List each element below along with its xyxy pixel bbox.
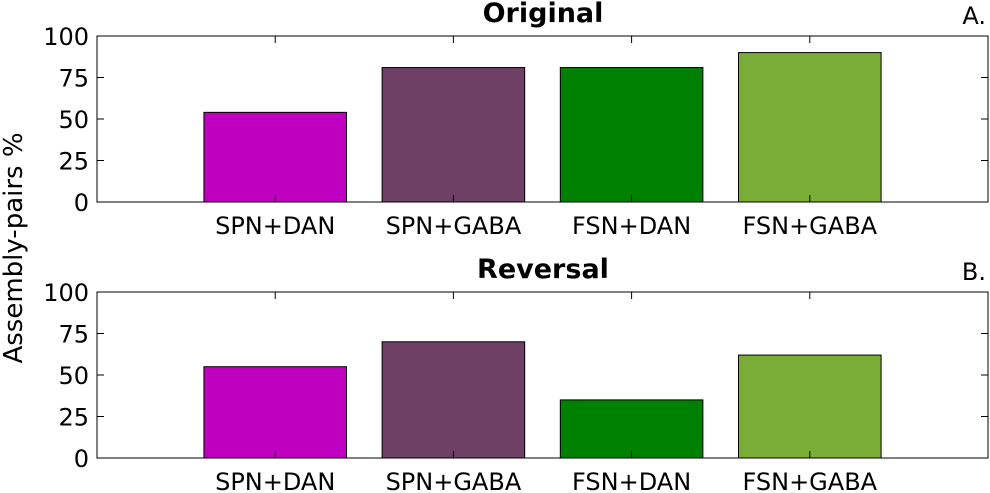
panel-label: A. (962, 2, 986, 30)
y-tick-label: 25 (58, 404, 89, 432)
y-tick-label: 25 (58, 148, 89, 176)
plot-area (96, 291, 989, 459)
panel-reversal: Reversal B. 0 25 50 75 100 SPN+DAN SPN+GABA FS… (43, 254, 989, 493)
bars (203, 341, 882, 459)
x-tick-label: FSN+DAN (572, 468, 691, 493)
bars (203, 52, 882, 203)
y-tick-label: 0 (74, 189, 89, 217)
y-ticks: 0 25 50 75 100 (43, 279, 988, 473)
x-tick-label: SPN+GABA (386, 212, 522, 240)
x-ticks: SPN+DAN SPN+GABA FSN+DAN FSN+GABA (215, 36, 878, 240)
y-tick-label: 75 (58, 65, 89, 93)
panel-title: Reversal (477, 254, 609, 285)
panel-title: Original (483, 0, 604, 29)
bar-spn-gaba (381, 67, 526, 203)
y-tick-label: 75 (58, 321, 89, 349)
x-tick-label: FSN+GABA (743, 212, 878, 240)
y-axis-label: Assembly-pairs % (0, 132, 29, 363)
x-tick-label: FSN+GABA (743, 468, 878, 493)
x-tick-label: SPN+GABA (386, 468, 522, 493)
plot-area (96, 35, 989, 203)
panel-original: Original A. 0 25 50 75 100 SPN+DAN SPN+GABA FS… (43, 0, 989, 240)
x-ticks: SPN+DAN SPN+GABA FSN+DAN FSN+GABA (215, 292, 878, 493)
x-tick-label: SPN+DAN (215, 212, 335, 240)
x-tick-label: SPN+DAN (215, 468, 335, 493)
bar-spn-gaba (381, 341, 526, 459)
y-tick-label: 0 (74, 445, 89, 473)
bar-fsn-gaba (738, 52, 882, 203)
bar-fsn-dan (559, 399, 704, 459)
y-tick-label: 50 (58, 362, 89, 390)
panel-label: B. (962, 258, 986, 286)
bar-fsn-gaba (738, 354, 882, 459)
bar-spn-dan (203, 111, 347, 203)
y-tick-label: 50 (58, 106, 89, 134)
y-ticks: 0 25 50 75 100 (43, 23, 988, 217)
y-tick-label: 100 (43, 279, 89, 307)
y-tick-label: 100 (43, 23, 89, 51)
bar-spn-dan (203, 366, 347, 459)
bar-fsn-dan (559, 67, 704, 203)
x-tick-label: FSN+DAN (572, 212, 691, 240)
